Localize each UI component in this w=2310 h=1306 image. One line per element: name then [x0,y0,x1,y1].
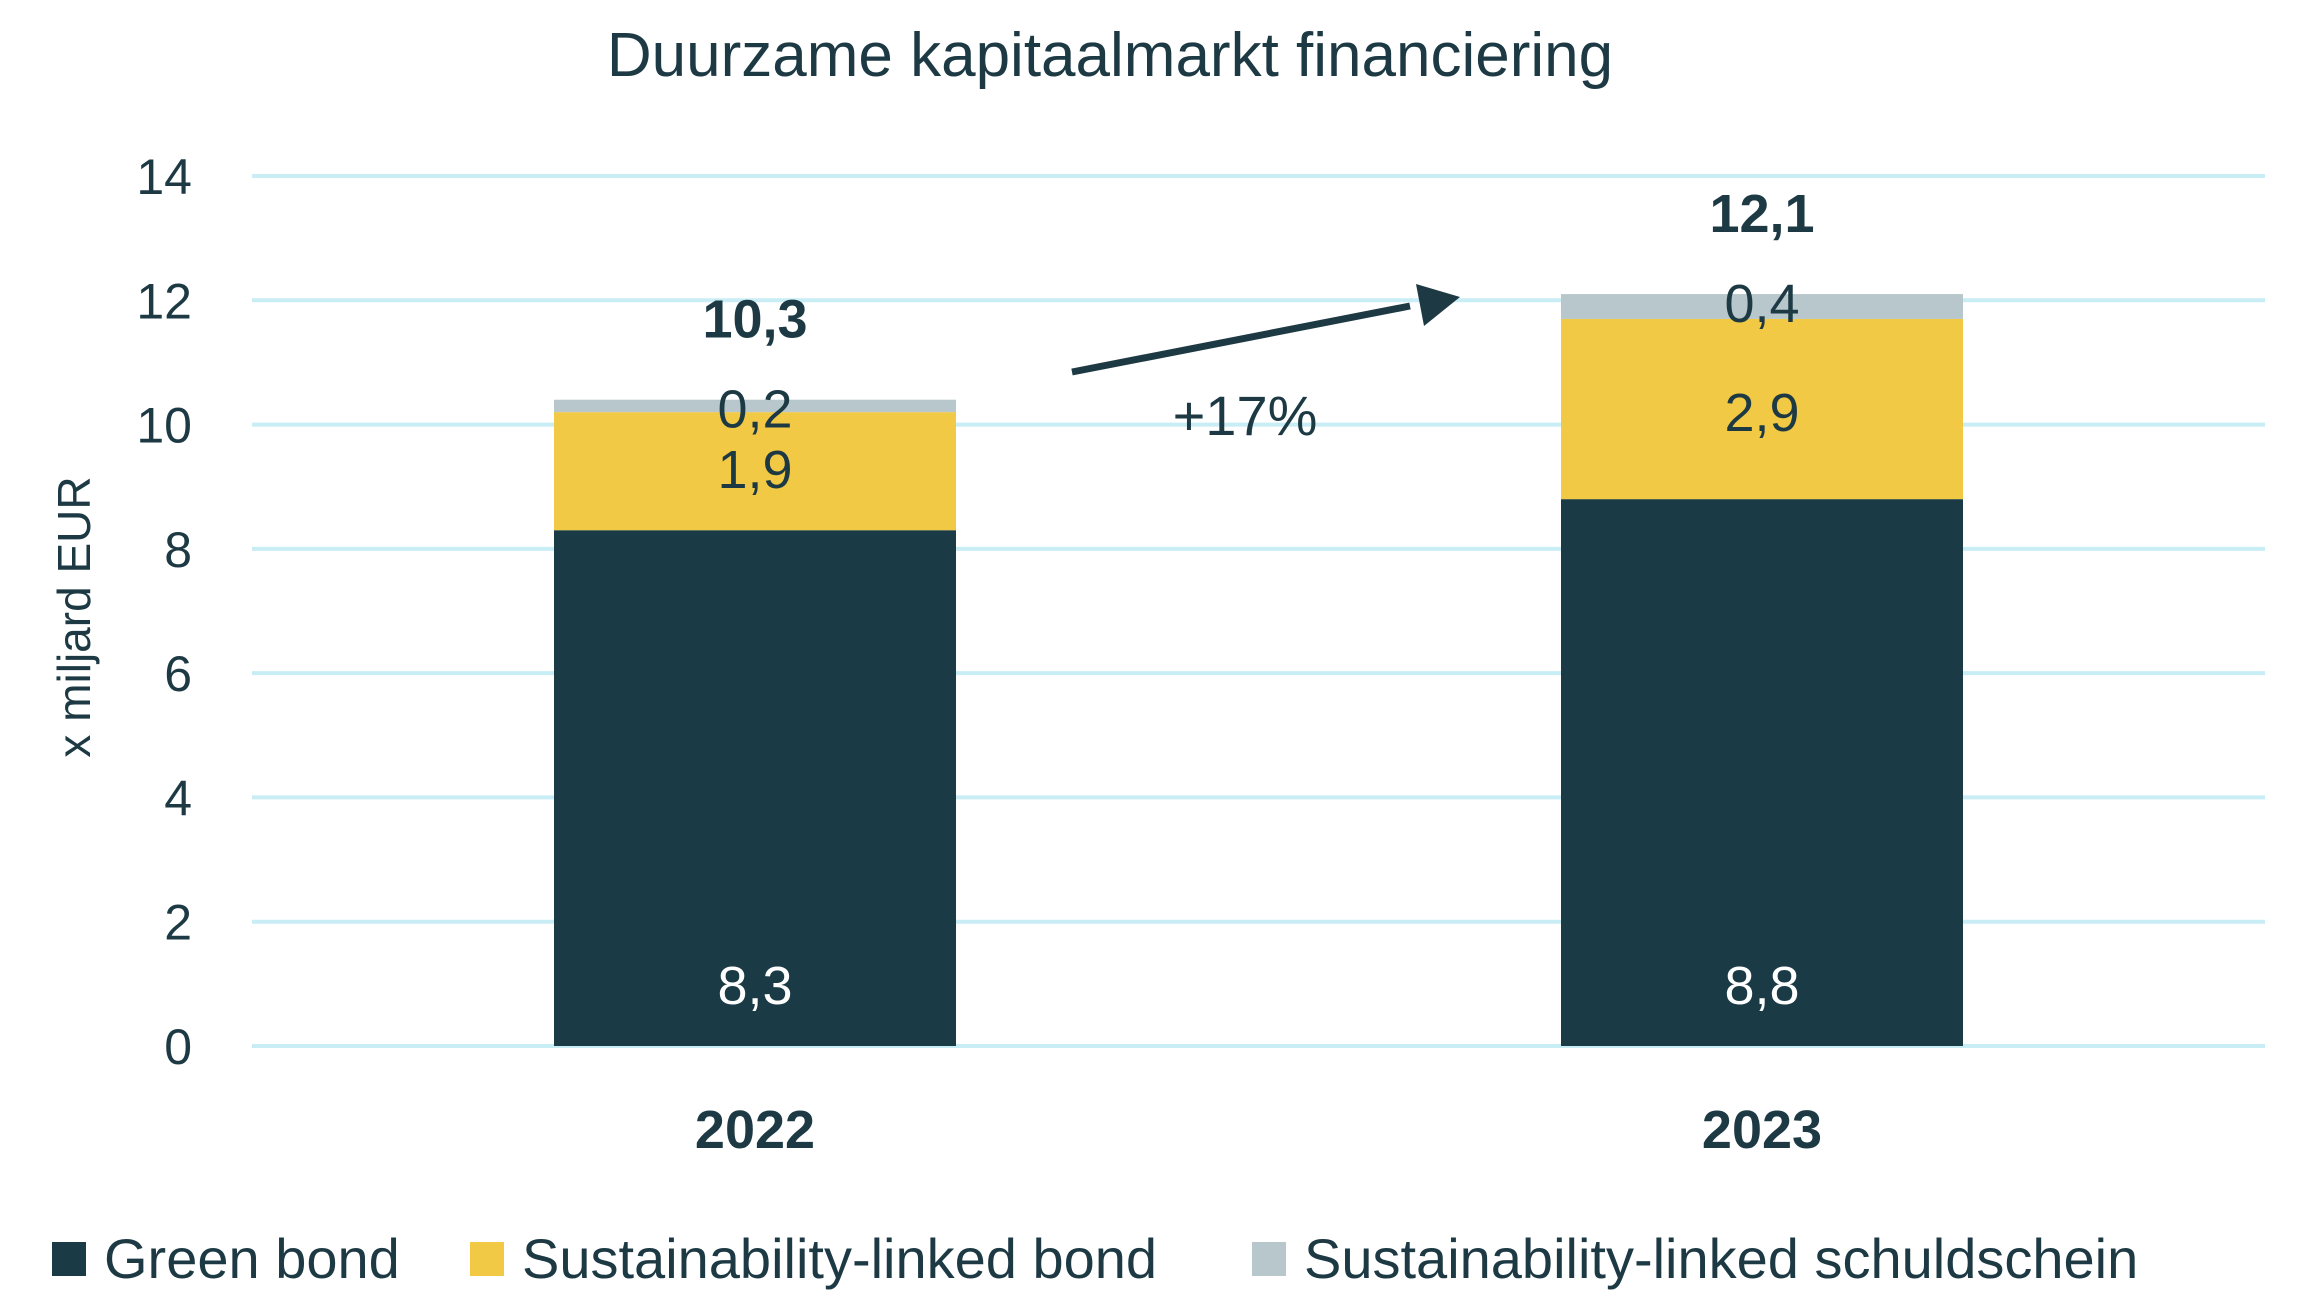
legend-label: Sustainability-linked bond [522,1227,1157,1290]
segment-data-label: 1,9 [717,440,792,500]
y-axis-label: x miljard EUR [48,476,100,757]
growth-annotation: +17% [1071,284,1460,447]
x-category-label: 2022 [695,1100,815,1160]
legend: Green bond Sustainability-linked bond Sust… [52,1227,2138,1290]
y-tick-label: 14 [136,149,192,205]
chart-title: Duurzame kapitaalmarkt financiering [607,21,1613,90]
y-tick-label: 8 [164,522,192,578]
gridlines [252,174,2265,1048]
segment-data-label: 8,8 [1724,956,1799,1016]
x-axis-categories: 2022 2023 [695,1100,1822,1160]
bar-segment [1561,294,1963,319]
growth-arrow-head [1416,284,1460,326]
x-category-label: 2023 [1702,1100,1822,1160]
growth-arrow-line [1071,302,1411,376]
bars: 8,3 1,90,2 10,3 8,8 2,9 0,4 12,1 [554,184,1963,1047]
y-tick-label: 12 [136,273,192,329]
growth-label: +17% [1173,384,1318,447]
segment-data-label: 2,9 [1724,383,1799,443]
y-tick-label: 2 [164,895,192,951]
bar-segment [554,399,956,413]
bar-segment [1561,318,1963,500]
legend-label: Green bond [104,1227,400,1290]
bar-segment [1561,499,1963,1047]
bar-total-label: 10,3 [702,290,807,350]
legend-swatch [470,1242,504,1276]
y-tick-label: 4 [164,770,192,826]
segment-data-label: 0,4 [1724,274,1799,334]
bar-total-label: 12,1 [1709,184,1814,244]
bar-segment [554,530,956,1046]
y-axis-ticks: 0 2 4 6 8 10 12 14 [136,149,192,1075]
legend-swatch [52,1242,86,1276]
legend-swatch [1252,1242,1286,1276]
bar-segment [554,412,956,531]
y-tick-label: 0 [164,1019,192,1075]
y-tick-label: 10 [136,398,192,454]
segment-data-label: 8,3 [717,956,792,1016]
legend-label: Sustainability-linked schuldschein [1304,1227,2138,1290]
segment-data-label: 0,2 [717,380,792,440]
y-tick-label: 6 [164,646,192,702]
